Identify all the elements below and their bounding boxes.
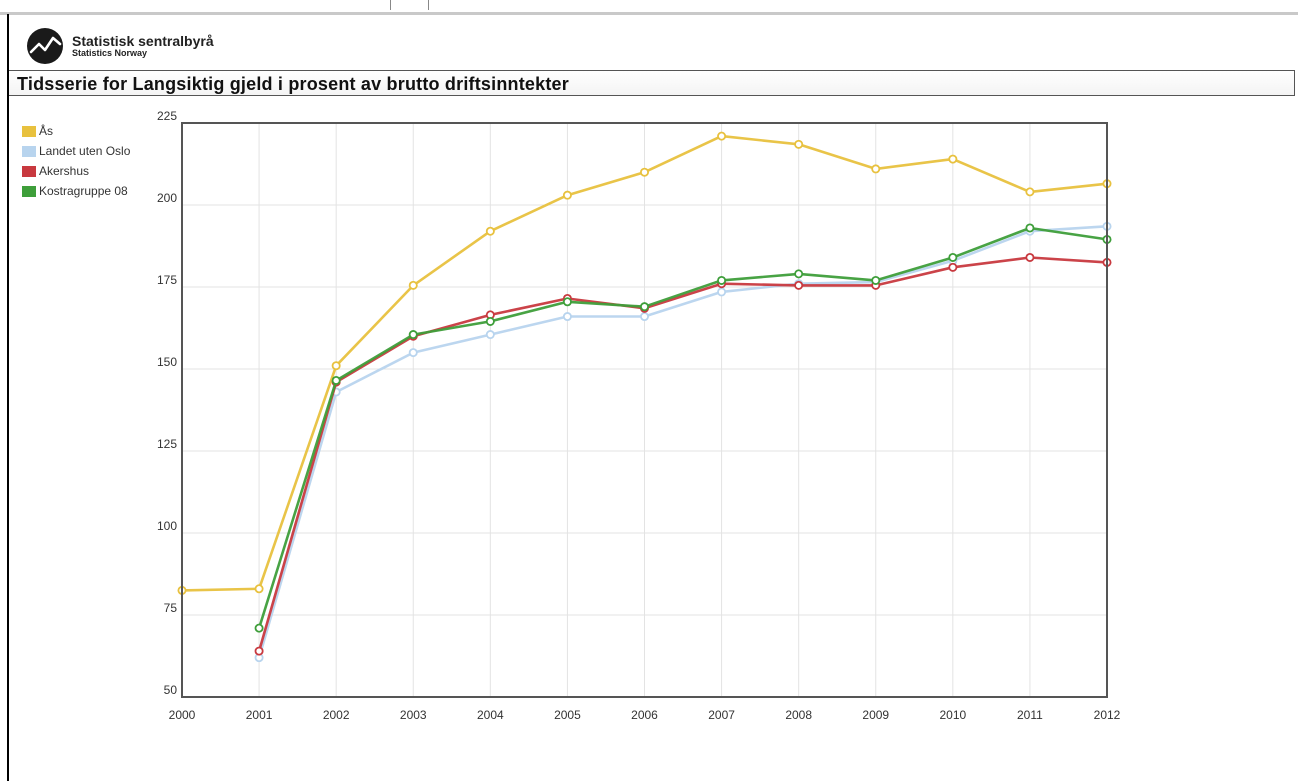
data-point — [794, 269, 804, 279]
x-tick-label: 2001 — [246, 708, 273, 722]
data-point — [1025, 252, 1035, 262]
x-tick-label: 2009 — [862, 708, 889, 722]
data-point — [562, 297, 572, 307]
data-point — [948, 154, 958, 164]
data-point — [794, 280, 804, 290]
y-tick-label: 125 — [157, 437, 177, 451]
series-line-1 — [257, 225, 1108, 658]
x-tick-label: 2003 — [400, 708, 427, 722]
legend-item-as[interactable]: Ås — [22, 121, 130, 141]
legend-label: Kostragruppe 08 — [39, 184, 128, 198]
series-line-3 — [257, 226, 1108, 629]
legend-item-akershus[interactable]: Akershus — [22, 161, 130, 181]
x-tick-label: 2010 — [939, 708, 966, 722]
toolbar-divider — [428, 0, 429, 10]
data-point — [485, 226, 495, 236]
x-tick-label: 2008 — [785, 708, 812, 722]
data-point — [408, 280, 418, 290]
data-point — [1025, 187, 1035, 197]
x-tick-label: 2004 — [477, 708, 504, 722]
data-point — [871, 275, 881, 285]
data-point — [640, 312, 650, 322]
legend-item-landet-uten-oslo[interactable]: Landet uten Oslo — [22, 141, 130, 161]
data-point — [485, 316, 495, 326]
data-point — [640, 167, 650, 177]
x-tick-label: 2012 — [1094, 708, 1121, 722]
legend-item-kostragruppe-08[interactable]: Kostragruppe 08 — [22, 181, 130, 201]
legend-label: Landet uten Oslo — [39, 144, 131, 158]
data-point — [408, 330, 418, 340]
x-tick-label: 2000 — [169, 708, 196, 722]
data-point — [254, 646, 264, 656]
x-tick-label: 2011 — [1017, 708, 1043, 722]
x-tick-label: 2005 — [554, 708, 581, 722]
logo-subtitle: Statistics Norway — [72, 48, 148, 58]
data-point — [331, 361, 341, 371]
y-tick-label: 150 — [157, 355, 177, 369]
y-tick-label: 200 — [157, 191, 177, 205]
title-bar: Tidsserie for Langsiktig gjeld i prosent… — [9, 70, 1295, 96]
y-tick-label: 100 — [157, 519, 177, 533]
data-point — [948, 262, 958, 272]
data-point — [717, 287, 727, 297]
toolbar-divider — [390, 0, 391, 10]
logo-name: Statistisk sentralbyrå — [72, 33, 214, 49]
x-tick-label: 2002 — [323, 708, 350, 722]
legend-swatch — [22, 185, 36, 197]
data-point — [640, 302, 650, 312]
data-point — [254, 623, 264, 633]
ssb-logo[interactable]: Statistisk sentralbyrå Statistics Norway — [26, 27, 214, 65]
data-point — [794, 139, 804, 149]
data-point — [871, 164, 881, 174]
data-point — [408, 348, 418, 358]
legend-label: Akershus — [39, 164, 90, 178]
data-point — [717, 275, 727, 285]
data-point — [948, 252, 958, 262]
legend-swatch — [22, 125, 36, 137]
legend-swatch — [22, 145, 36, 157]
data-point — [562, 190, 572, 200]
y-tick-label: 75 — [164, 601, 178, 615]
plot-frame — [181, 122, 1108, 698]
left-border — [7, 14, 9, 781]
legend-swatch — [22, 165, 36, 177]
data-point — [485, 330, 495, 340]
y-tick-label: 50 — [164, 683, 178, 697]
y-tick-label: 175 — [157, 273, 177, 287]
legend-label: Ås — [39, 124, 54, 138]
data-point — [1025, 223, 1035, 233]
x-tick-label: 2007 — [708, 708, 735, 722]
window-top-bar — [0, 0, 1298, 15]
series-line-2 — [257, 256, 1108, 652]
data-point — [331, 375, 341, 385]
data-point — [717, 131, 727, 141]
page-title: Tidsserie for Langsiktig gjeld i prosent… — [17, 74, 569, 94]
ssb-wave-logo-icon — [27, 28, 63, 64]
x-tick-label: 2006 — [631, 708, 658, 722]
data-point — [254, 584, 264, 594]
chart-legend: Ås Landet uten Oslo Akershus Kostragrupp… — [22, 121, 130, 201]
y-tick-label: 225 — [157, 109, 177, 123]
data-point — [562, 312, 572, 322]
